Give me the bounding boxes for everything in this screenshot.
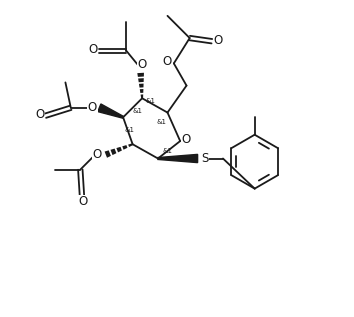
Text: &1: &1	[145, 99, 155, 104]
Text: &1: &1	[125, 127, 135, 133]
Text: &1: &1	[132, 108, 142, 114]
Text: O: O	[35, 108, 44, 121]
Polygon shape	[116, 147, 122, 152]
Text: O: O	[213, 34, 223, 47]
Polygon shape	[139, 84, 144, 87]
Text: S: S	[201, 152, 208, 165]
Text: O: O	[88, 43, 98, 56]
Text: O: O	[137, 58, 147, 71]
Text: O: O	[181, 133, 190, 146]
Polygon shape	[140, 89, 143, 93]
Polygon shape	[141, 94, 143, 98]
Text: &1: &1	[156, 119, 166, 125]
Text: O: O	[163, 55, 172, 68]
Text: O: O	[92, 148, 102, 161]
Polygon shape	[158, 154, 198, 163]
Polygon shape	[138, 78, 144, 82]
Text: O: O	[78, 195, 87, 209]
Text: &1: &1	[162, 148, 172, 153]
Polygon shape	[104, 150, 111, 158]
Polygon shape	[137, 73, 144, 77]
Text: O: O	[88, 100, 97, 114]
Polygon shape	[98, 104, 124, 118]
Polygon shape	[110, 149, 116, 155]
Polygon shape	[122, 145, 127, 150]
Polygon shape	[128, 143, 133, 147]
